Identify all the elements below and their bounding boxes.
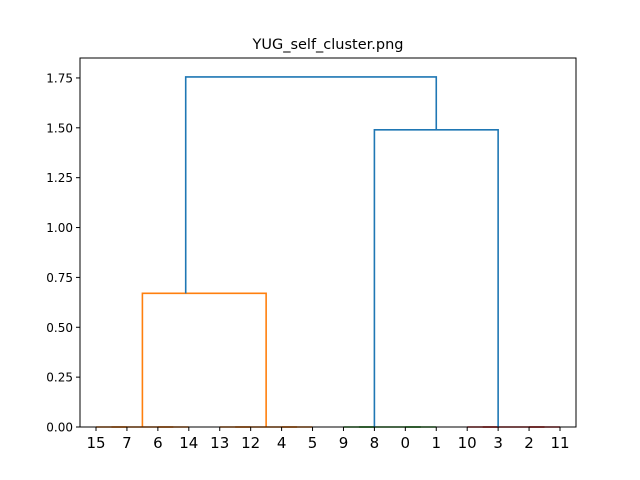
chart-title: YUG_self_cluster.png xyxy=(251,37,403,53)
y-axis: 0.00 0.25 0.50 0.75 1.00 1.25 1.50 1.75 xyxy=(46,71,80,435)
leaf-label-15: 15 xyxy=(86,434,105,452)
y-tick-label-3: 0.75 xyxy=(46,271,73,285)
leaf-label-8: 8 xyxy=(370,434,380,452)
leaf-label-12: 12 xyxy=(241,434,260,452)
dendrogram-links xyxy=(96,76,560,428)
y-tick-label-0: 0.00 xyxy=(46,421,73,435)
leaf-label-7: 7 xyxy=(122,434,132,452)
y-tick-label-2: 0.50 xyxy=(46,321,73,335)
leaf-label-9: 9 xyxy=(339,434,349,452)
y-tick-label-7: 1.75 xyxy=(46,71,73,85)
x-axis: 15 7 6 14 13 12 4 5 9 8 0 1 10 3 2 11 xyxy=(86,427,570,452)
dendrogram-link-13 xyxy=(373,129,499,427)
y-tick-label-6: 1.50 xyxy=(46,121,73,135)
leaf-label-6: 6 xyxy=(153,434,163,452)
dendrogram-link-6 xyxy=(141,292,267,427)
y-tick-label-1: 0.25 xyxy=(46,371,73,385)
y-tick-label-4: 1.00 xyxy=(46,221,73,235)
leaf-label-10: 10 xyxy=(458,434,477,452)
leaf-label-0: 0 xyxy=(401,434,411,452)
leaf-label-1: 1 xyxy=(431,434,441,452)
leaf-label-3: 3 xyxy=(493,434,503,452)
dendrogram-link-14 xyxy=(184,76,438,294)
leaf-label-13: 13 xyxy=(210,434,229,452)
plot-frame xyxy=(79,57,577,428)
leaf-label-14: 14 xyxy=(179,434,198,452)
y-tick-label-5: 1.25 xyxy=(46,171,73,185)
leaf-label-5: 5 xyxy=(308,434,318,452)
leaf-label-11: 11 xyxy=(550,434,569,452)
leaf-label-4: 4 xyxy=(277,434,287,452)
leaf-label-2: 2 xyxy=(524,434,534,452)
